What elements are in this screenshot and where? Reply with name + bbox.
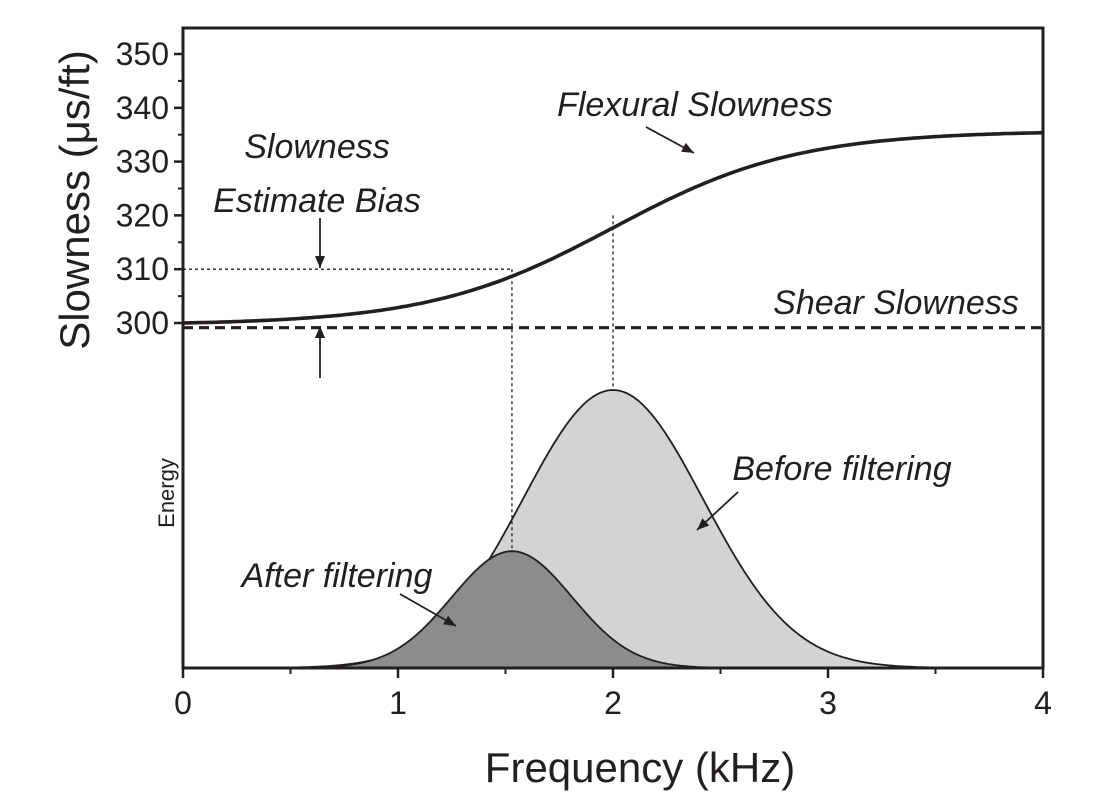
x-tick-label: 0 xyxy=(174,685,192,721)
y-axis-title: Slowness (μs/ft) xyxy=(51,50,98,350)
shear-label: Shear Slowness xyxy=(773,284,1019,322)
energy-curve-before-filtering xyxy=(247,389,979,669)
after-filtering-label: After filtering xyxy=(240,557,433,595)
axis-ticks: 350 340 330 320 310 300 0 1 2 3 4 xyxy=(116,36,1052,721)
slowness-lines xyxy=(182,130,1044,330)
after-filtering-arrow xyxy=(399,593,457,627)
x-tick-label: 1 xyxy=(389,685,407,721)
arrow-head xyxy=(315,326,325,338)
x-axis-title: Frequency (kHz) xyxy=(485,744,795,791)
x-tick-label: 2 xyxy=(604,685,622,721)
energy-curves xyxy=(247,389,979,669)
arrow-head xyxy=(697,518,710,530)
y-tick-label: 350 xyxy=(116,36,169,72)
y-tick-label: 330 xyxy=(116,144,169,180)
flexural-slowness-line xyxy=(182,130,1044,325)
flexural-arrow xyxy=(645,126,695,154)
flexural-label: Flexural Slowness xyxy=(557,86,833,124)
energy-axis-label: Energy xyxy=(154,458,179,528)
y-tick-label: 300 xyxy=(116,305,169,341)
annotation-arrows xyxy=(315,126,739,627)
y-tick-label: 320 xyxy=(116,197,169,233)
bias-label-line1: Slowness xyxy=(244,128,390,166)
y-tick-label: 310 xyxy=(116,251,169,287)
before-filtering-label: Before filtering xyxy=(732,450,951,488)
before-filtering-arrow xyxy=(696,491,739,531)
arrow-head xyxy=(681,142,694,153)
x-tick-label: 4 xyxy=(1034,685,1052,721)
arrow-head xyxy=(443,615,456,626)
bias-arrow-up xyxy=(315,326,325,378)
bias-arrow-down xyxy=(315,218,325,268)
y-tick-label: 340 xyxy=(116,90,169,126)
arrow-head xyxy=(315,256,325,268)
reference-guides xyxy=(183,215,614,552)
x-tick-label: 3 xyxy=(819,685,837,721)
bias-label-line2: Estimate Bias xyxy=(213,182,421,220)
